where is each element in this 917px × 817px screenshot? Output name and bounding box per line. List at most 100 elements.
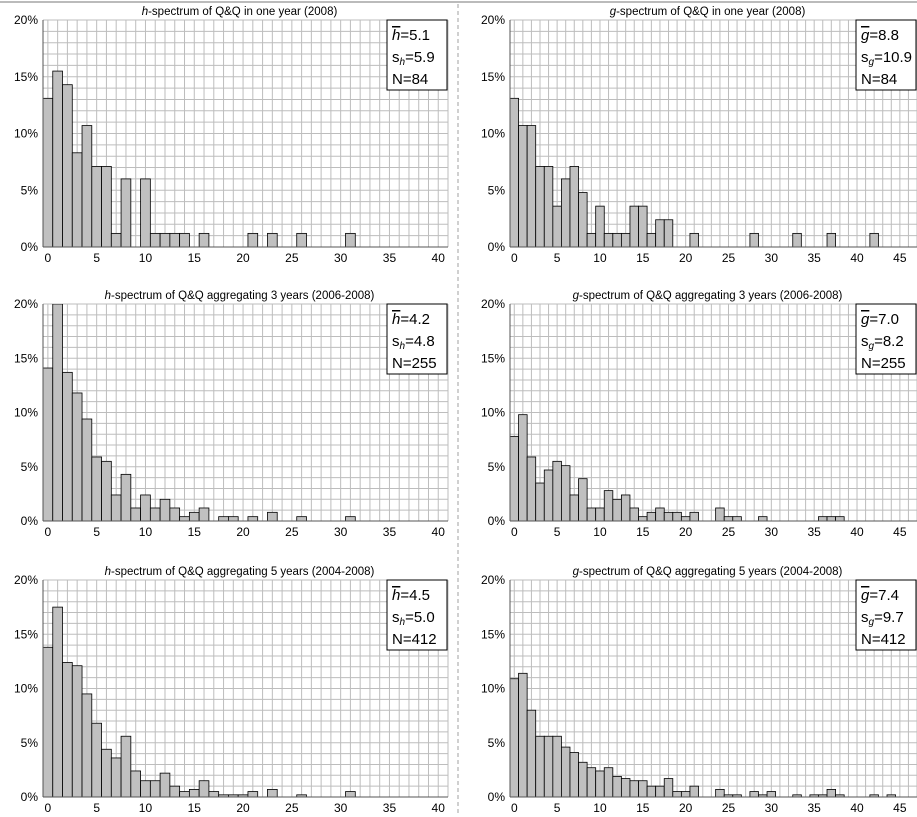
mean-stat: h=5.1 [392,27,430,44]
y-tick-label: 15% [14,70,38,84]
histogram-bar [149,780,161,797]
x-tick-label: 0 [45,801,52,815]
histogram-bar [267,232,278,247]
mean-stat: h=4.5 [392,587,430,604]
x-tick-label: 5 [554,525,561,539]
histogram-bar [71,392,83,521]
histogram-bar [81,125,93,247]
y-tick-label: 20% [14,297,38,311]
x-tick-label: 35 [807,525,821,539]
histogram-bar [629,780,639,797]
y-tick-label: 10% [481,682,505,696]
histogram-bar [586,767,597,797]
bar-series [510,672,896,797]
histogram-bar [561,465,571,521]
histogram-bar [120,178,132,247]
histogram-bar [732,516,742,521]
histogram-bar [792,232,802,247]
x-tick-label: 20 [236,801,250,815]
histogram-bar [655,219,665,247]
histogram-bar [586,232,597,247]
histogram-bar [91,722,102,797]
histogram-bar [43,367,54,521]
histogram-bar [603,490,614,521]
histogram-bar [71,665,83,797]
gridlines [510,579,917,798]
histogram-bar [758,516,768,521]
x-tick-label: 40 [850,525,864,539]
histogram-bar [110,757,122,797]
y-tick-label: 10% [14,406,38,420]
histogram-bar [646,785,657,797]
histogram-bar [646,511,657,521]
histogram-bar [149,507,161,521]
chart-panel: 0% 5% 10% 15% 20% 0 5 10 15 20 25 30 35 40 h-spectrum … [14,290,449,539]
histogram-bar [101,748,112,797]
histogram-bar [655,507,665,521]
histogram-bar [869,794,879,797]
histogram-bar [120,473,132,521]
x-tick-label: 15 [188,801,202,815]
y-tick-label: 15% [481,70,505,84]
histogram-bar [62,84,73,247]
histogram-bar [188,511,200,521]
y-tick-label: 15% [14,351,38,365]
histogram-bar [81,418,93,521]
histogram-bar [663,511,674,521]
y-tick-label: 20% [481,297,505,311]
gridlines [43,19,449,248]
x-tick-label: 25 [285,251,299,265]
x-tick-label: 30 [334,801,348,815]
x-tick-label: 45 [893,525,907,539]
x-tick-label: 10 [139,525,153,539]
x-tick-label: 25 [722,525,736,539]
x-tick-label: 40 [850,801,864,815]
histogram-bar [510,97,519,247]
histogram-bar [188,789,200,797]
x-tick-label: 45 [893,251,907,265]
x-tick-label: 20 [679,251,693,265]
histogram-bar [543,735,554,797]
y-tick-label: 0% [21,240,39,254]
histogram-bar [526,125,537,247]
chart-panel: 0% 5% 10% 15% 20% 0 5 10 15 20 25 30 35 40 45 g-spectru… [481,290,917,539]
histogram-bar [510,678,519,797]
histogram-bar [835,516,845,521]
histogram-bar [62,662,73,797]
y-tick-label: 10% [14,682,38,696]
x-tick-label: 15 [188,251,202,265]
sd-stat: sh=5.9 [392,49,435,68]
x-tick-label: 30 [765,525,779,539]
x-tick-label: 10 [593,525,607,539]
x-tick-label: 15 [636,525,650,539]
x-tick-label: 40 [432,801,446,815]
y-tick-label: 0% [488,240,506,254]
x-tick-label: 35 [807,251,821,265]
histogram-bar [91,166,102,247]
histogram-bar [749,232,759,247]
bar-series [43,304,356,521]
x-tick-label: 5 [93,525,100,539]
histogram-bar [603,232,614,247]
histogram-bar [561,178,571,247]
histogram-bar [552,205,562,247]
mean-stat: g=7.4 [861,587,899,604]
x-tick-label: 0 [45,251,52,265]
stats-box-frame [386,19,448,91]
y-tick-label: 10% [481,406,505,420]
histogram-bar [543,166,554,247]
y-tick-label: 20% [481,13,505,27]
histogram-bar [886,794,896,797]
histogram-bar [629,507,639,521]
histogram-bar [586,507,597,521]
histogram-bar [826,789,836,797]
histogram-bar [569,166,579,247]
histogram-bar [543,469,554,521]
y-tick-label: 5% [488,183,506,197]
x-tick-label: 40 [432,525,446,539]
y-tick-label: 5% [21,183,39,197]
histogram-bar [140,780,151,797]
x-tick-label: 25 [285,525,299,539]
x-tick-label: 0 [511,801,518,815]
